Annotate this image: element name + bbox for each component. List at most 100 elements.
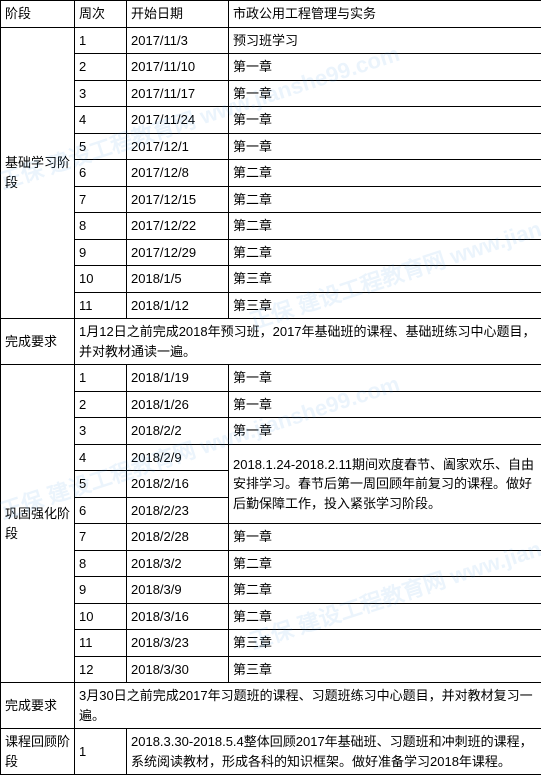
cell-content: 第一章: [229, 524, 541, 551]
cell-week: 10: [75, 603, 127, 630]
cell-content: 第一章: [229, 133, 541, 160]
cell-week: 5: [75, 471, 127, 498]
cell-date: 2017/11/10: [127, 54, 229, 81]
cell-week: 1: [75, 27, 127, 54]
col-stage-header: 阶段: [1, 1, 75, 28]
cell-content: 第三章: [229, 630, 541, 657]
cell-week: 2: [75, 391, 127, 418]
cell-week: 4: [75, 444, 127, 471]
cell-content: 第二章: [229, 186, 541, 213]
requirement-label: 完成要求: [1, 683, 75, 729]
cell-content: 第一章: [229, 365, 541, 392]
table-row: 92017/12/29第二章: [1, 239, 541, 266]
cell-date: 2018/2/16: [127, 471, 229, 498]
cell-week: 10: [75, 266, 127, 293]
holiday-note: 2018.1.24-2018.2.11期间欢度春节、阖家欢乐、自由安排学习。春节…: [229, 444, 541, 524]
cell-week: 4: [75, 107, 127, 134]
cell-content: 第三章: [229, 292, 541, 319]
requirement-text: 3月30日之前完成2017年习题班的课程、习题班练习中心题目，并对教材复习一遍。: [75, 683, 541, 729]
cell-content: 第二章: [229, 160, 541, 187]
cell-date: 2017/12/8: [127, 160, 229, 187]
cell-content: 第二章: [229, 213, 541, 240]
cell-date: 2018/1/26: [127, 391, 229, 418]
requirement-label: 完成要求: [1, 319, 75, 365]
table-row: 22018/1/26第一章: [1, 391, 541, 418]
cell-date: 2017/12/15: [127, 186, 229, 213]
table-row: 4 2018/2/9 2018.1.24-2018.2.11期间欢度春节、阖家欢…: [1, 444, 541, 471]
col-subject-header: 市政公用工程管理与实务: [229, 1, 541, 28]
cell-content: 第一章: [229, 54, 541, 81]
cell-date: 2017/12/1: [127, 133, 229, 160]
schedule-table: 阶段 周次 开始日期 市政公用工程管理与实务 基础学习阶段 1 2017/11/…: [0, 0, 541, 775]
cell-date: 2018/1/12: [127, 292, 229, 319]
cell-week: 11: [75, 630, 127, 657]
table-row: 22017/11/10第一章: [1, 54, 541, 81]
cell-date: 2017/12/22: [127, 213, 229, 240]
cell-week: 11: [75, 292, 127, 319]
cell-date: 2018/2/23: [127, 497, 229, 524]
cell-content: 第一章: [229, 107, 541, 134]
cell-week: 1: [75, 729, 127, 775]
cell-content: 预习班学习: [229, 27, 541, 54]
requirement-row: 完成要求 1月12日之前完成2018年预习班，2017年基础班的课程、基础班练习…: [1, 319, 541, 365]
table-row: 92018/3/9第二章: [1, 577, 541, 604]
cell-week: 7: [75, 186, 127, 213]
table-row: 基础学习阶段 1 2017/11/3 预习班学习: [1, 27, 541, 54]
col-week-header: 周次: [75, 1, 127, 28]
table-row: 52017/12/1第一章: [1, 133, 541, 160]
cell-date: 2017/12/29: [127, 239, 229, 266]
cell-week: 1: [75, 365, 127, 392]
table-row: 82017/12/22第二章: [1, 213, 541, 240]
cell-week: 9: [75, 577, 127, 604]
cell-date: 2018/3/16: [127, 603, 229, 630]
cell-content: 第三章: [229, 266, 541, 293]
cell-date: 2017/11/3: [127, 27, 229, 54]
cell-date: 2018/1/5: [127, 266, 229, 293]
table-row: 72017/12/15第二章: [1, 186, 541, 213]
cell-content: 第二章: [229, 239, 541, 266]
table-row: 巩固强化阶段 1 2018/1/19 第一章: [1, 365, 541, 392]
cell-content: 第一章: [229, 80, 541, 107]
cell-date: 2018/3/23: [127, 630, 229, 657]
cell-date: 2017/11/17: [127, 80, 229, 107]
cell-content: 2018.3.30-2018.5.4整体回顾2017年基础班、习题班和冲刺班的课…: [127, 729, 541, 775]
cell-week: 8: [75, 550, 127, 577]
cell-date: 2018/3/9: [127, 577, 229, 604]
cell-content: 第一章: [229, 418, 541, 445]
cell-week: 5: [75, 133, 127, 160]
cell-week: 12: [75, 656, 127, 683]
table-row: 32017/11/17第一章: [1, 80, 541, 107]
cell-content: 第一章: [229, 391, 541, 418]
cell-content: 第二章: [229, 577, 541, 604]
table-row: 122018/3/30第三章: [1, 656, 541, 683]
cell-date: 2018/1/19: [127, 365, 229, 392]
requirement-row: 完成要求 3月30日之前完成2017年习题班的课程、习题班练习中心题目，并对教材…: [1, 683, 541, 729]
stage-consolidate-label: 巩固强化阶段: [1, 365, 75, 683]
table-row: 32018/2/2第一章: [1, 418, 541, 445]
table-row: 82018/3/2第二章: [1, 550, 541, 577]
cell-week: 6: [75, 497, 127, 524]
cell-date: 2017/11/24: [127, 107, 229, 134]
cell-week: 6: [75, 160, 127, 187]
stage-basic-label: 基础学习阶段: [1, 27, 75, 319]
cell-date: 2018/2/9: [127, 444, 229, 471]
cell-content: 第二章: [229, 550, 541, 577]
cell-content: 第三章: [229, 656, 541, 683]
cell-date: 2018/2/28: [127, 524, 229, 551]
table-row: 112018/1/12第三章: [1, 292, 541, 319]
table-row: 42017/11/24第一章: [1, 107, 541, 134]
cell-week: 3: [75, 418, 127, 445]
stage-review-label: 课程回顾阶段: [1, 729, 75, 775]
cell-date: 2018/3/2: [127, 550, 229, 577]
cell-week: 8: [75, 213, 127, 240]
table-row: 102018/3/16第二章: [1, 603, 541, 630]
table-row: 102018/1/5第三章: [1, 266, 541, 293]
cell-date: 2018/3/30: [127, 656, 229, 683]
table-header-row: 阶段 周次 开始日期 市政公用工程管理与实务: [1, 1, 541, 28]
cell-week: 3: [75, 80, 127, 107]
cell-week: 7: [75, 524, 127, 551]
table-row: 112018/3/23第三章: [1, 630, 541, 657]
table-row: 72018/2/28第一章: [1, 524, 541, 551]
cell-week: 2: [75, 54, 127, 81]
requirement-text: 1月12日之前完成2018年预习班，2017年基础班的课程、基础班练习中心题目，…: [75, 319, 541, 365]
